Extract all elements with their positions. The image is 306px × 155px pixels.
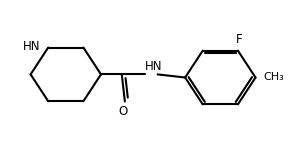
Text: O: O	[119, 105, 128, 118]
Text: HN: HN	[22, 40, 40, 53]
Text: F: F	[236, 33, 243, 46]
Text: HN: HN	[145, 60, 163, 73]
Text: CH₃: CH₃	[263, 73, 284, 82]
